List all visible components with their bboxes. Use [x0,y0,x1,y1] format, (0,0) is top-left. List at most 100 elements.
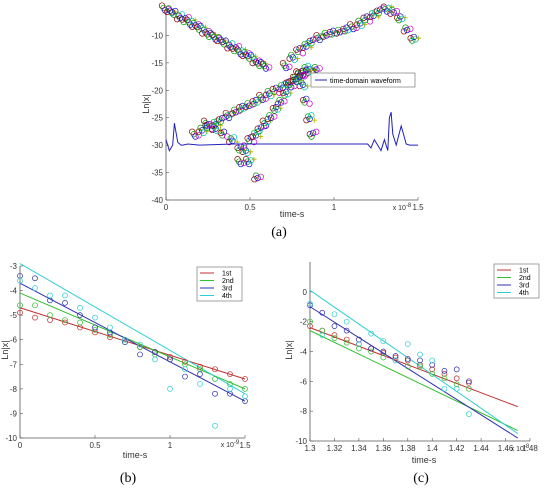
data-point [380,348,387,355]
data-point [209,126,216,134]
data-point [276,85,283,92]
data-point [189,23,196,30]
data-point-plus [248,149,254,155]
data-point [306,115,313,123]
x-tick-label: 1.44 [473,444,489,453]
data-point [232,44,239,51]
data-point [137,344,143,350]
data-point [107,324,113,331]
data-point [239,47,246,54]
data-point [195,128,203,135]
data-point [222,113,229,121]
data-point [274,100,282,107]
data-point [62,319,68,326]
data-point-plus [251,156,257,162]
y-axis-label: Ln|x| [141,94,151,113]
data-point [152,349,158,355]
data-point [299,67,307,74]
data-point [366,18,374,25]
data-point [331,332,338,338]
data-point [316,36,323,44]
data-point [192,22,199,29]
data-point [333,30,340,37]
x-axis-label: time-s [280,209,305,219]
y-tick-label: 0 [303,288,308,297]
data-point [296,73,303,80]
data-point [466,379,472,386]
data-point [308,40,315,47]
data-point [304,39,312,47]
y-tick-label: -10 [295,437,307,446]
data-point [205,33,213,40]
data-point [303,66,310,73]
y-tick-label: -4 [300,348,308,357]
panel-caption: (a) [271,225,287,240]
chart-panel-c: 1.3 1.32 1.34 1.36 1.38 1.4 1.42 1.44 1.46 1.48 0 -… [284,262,540,486]
data-point [299,44,307,51]
x-axis-exponent: x 10-8 [511,444,530,453]
data-point [246,160,253,168]
data-point [220,128,228,135]
data-point [227,43,234,51]
data-point [212,376,218,382]
data-point [172,7,179,15]
data-point [137,351,143,358]
data-point-plus [217,123,223,129]
data-point [296,82,303,90]
chart-panel-b: 0 0.5 1 1.5 -3 -4 -5 -6 -7 -8 -9 -10 time-s Ln|x| x 10… [0,262,251,486]
data-point [453,385,460,392]
data-point [192,133,199,140]
data-point-plus [271,92,277,98]
data-point [224,133,231,140]
data-point [387,10,394,17]
data-point [339,27,347,35]
data-point-plus [253,53,259,59]
data-point [225,114,233,122]
data-point [254,174,261,182]
data-point [47,312,53,318]
data-point [331,311,338,318]
data-point [242,103,250,111]
data-point [392,353,399,359]
data-point [403,26,411,34]
data-point [187,21,194,28]
data-point [368,345,374,352]
data-point [380,338,387,344]
data-point [227,371,233,377]
data-point [309,129,317,137]
data-point [368,330,374,337]
legend-entry: 3rd [222,286,232,293]
data-point [251,176,258,183]
data-point [256,127,263,135]
x-axis-exponent: x 10-8 [393,203,412,212]
y-tick-label: -3 [10,262,18,271]
y-axis-label: Ln|x| [284,340,294,359]
x-tick-label: 1.5 [412,203,424,212]
data-point [390,9,397,16]
data-point [227,386,233,392]
data-point [47,317,53,323]
data-point [453,375,460,382]
data-point [343,318,350,325]
data-point [441,375,448,382]
data-point [257,173,264,181]
data-point [242,51,249,58]
data-point [220,41,228,48]
data-point [441,368,448,374]
data-point [212,121,219,128]
data-point [319,332,326,338]
data-point [214,37,221,45]
x-axis-label: time-s [123,450,148,460]
data-point [331,323,338,329]
data-point [288,84,295,91]
data-point [307,323,313,329]
data-point [236,147,243,154]
data-point [392,354,399,361]
data-point [163,8,171,16]
data-point [200,129,207,136]
data-point [319,309,326,316]
x-tick-label: 1 [332,203,337,212]
data-point [380,350,387,356]
data-point [289,77,297,84]
data-point-plus [402,15,408,21]
